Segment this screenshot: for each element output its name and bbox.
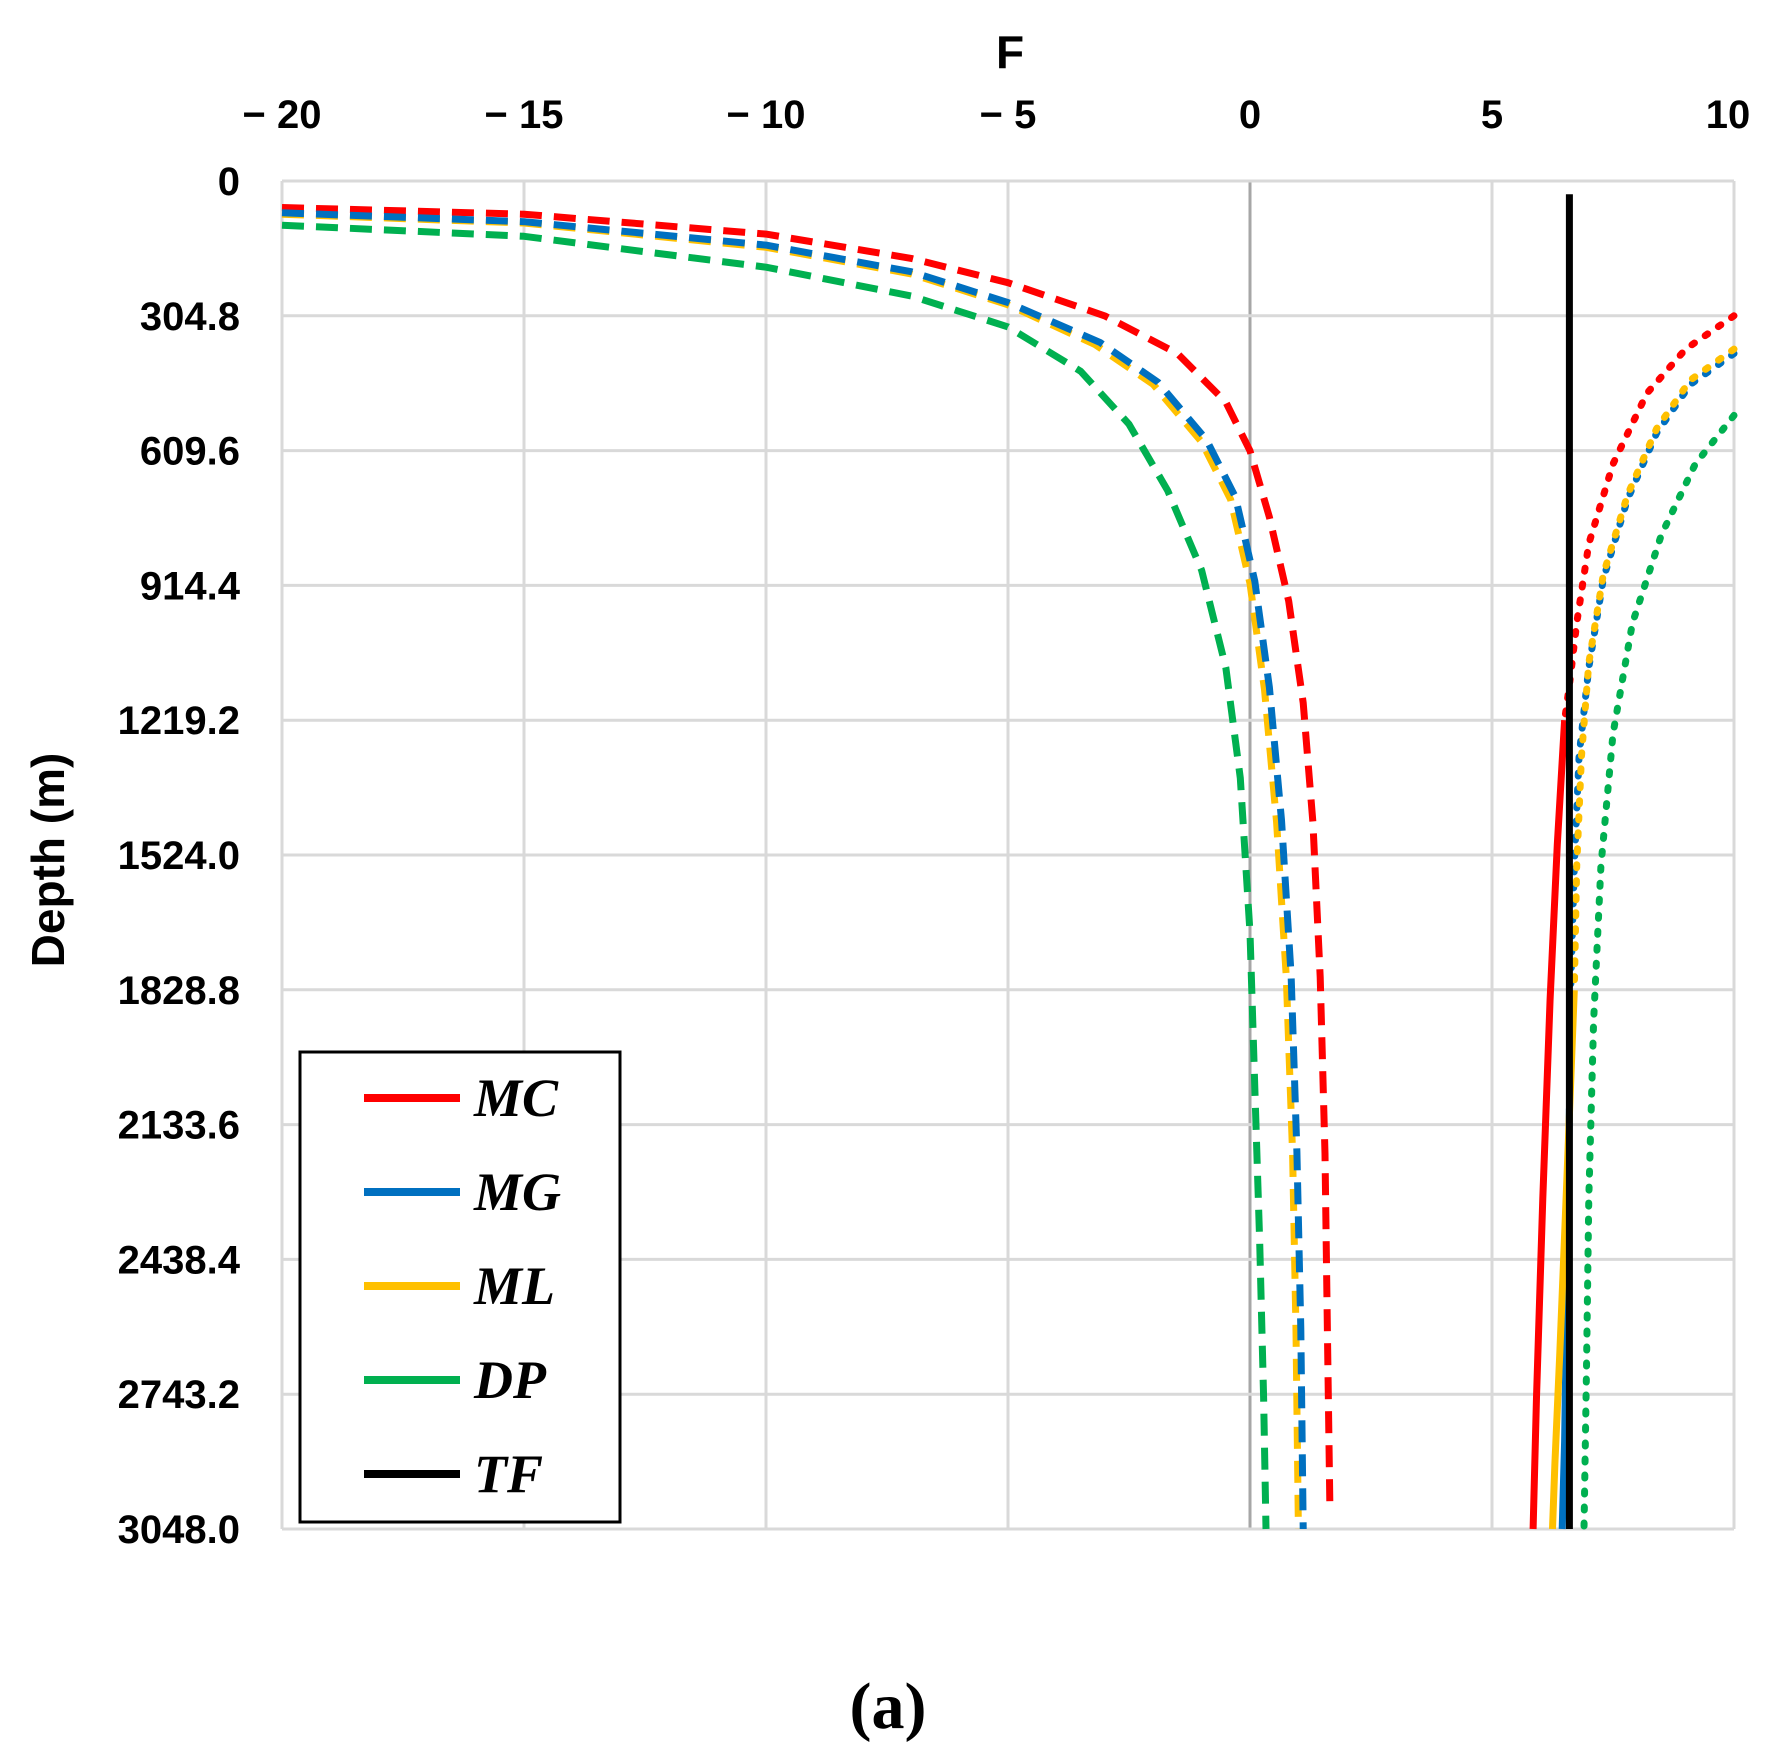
x-tick-labels: − 20 − 15 − 10 − 5 0 5 10 bbox=[243, 93, 1751, 137]
y-axis-title: Depth (m) bbox=[22, 753, 74, 968]
legend-label-dp: DP bbox=[473, 1350, 547, 1410]
y-tick-label: 2743.2 bbox=[118, 1373, 240, 1417]
series-ml-dotted-line bbox=[1570, 345, 1738, 994]
y-tick-label: 0 bbox=[218, 160, 240, 204]
series-mc-solid-line bbox=[1529, 719, 1569, 1530]
figure-caption: (a) bbox=[850, 1670, 927, 1743]
series-dp-dotted-line bbox=[1580, 411, 1738, 1533]
x-tick-label: − 5 bbox=[980, 93, 1037, 137]
x-tick-label: − 15 bbox=[485, 93, 564, 137]
y-tick-label: 914.4 bbox=[140, 564, 241, 608]
legend-label-ml: ML bbox=[473, 1256, 555, 1316]
x-tick-label: 5 bbox=[1481, 93, 1503, 137]
legend-label-mg: MG bbox=[473, 1162, 561, 1222]
x-tick-label: − 10 bbox=[727, 93, 806, 137]
x-axis-title: F bbox=[996, 26, 1024, 78]
series-mg-dashed-line bbox=[281, 209, 1307, 1530]
series-dp-dashed-line bbox=[281, 221, 1270, 1530]
y-tick-labels: 0 304.8 609.6 914.4 1219.2 1524.0 1828.8 2133.6… bbox=[118, 160, 241, 1552]
legend-label-mc: MC bbox=[473, 1068, 559, 1128]
y-tick-label: 2133.6 bbox=[118, 1104, 240, 1148]
y-tick-label: 304.8 bbox=[140, 295, 240, 339]
grid-lines bbox=[280, 179, 1736, 1531]
x-tick-label: 0 bbox=[1239, 93, 1261, 137]
y-tick-label: 1524.0 bbox=[118, 834, 240, 878]
series-mc-dashed-line bbox=[281, 204, 1334, 1508]
y-tick-label: 2438.4 bbox=[118, 1238, 241, 1282]
y-tick-label: 609.6 bbox=[140, 430, 240, 474]
legend: MC MG ML DP TF bbox=[298, 1050, 622, 1524]
x-tick-label: − 20 bbox=[243, 93, 322, 137]
y-tick-label: 1219.2 bbox=[118, 699, 240, 743]
series-mc-dotted-line bbox=[1561, 312, 1738, 724]
series-lines bbox=[281, 194, 1738, 1533]
y-tick-label: 3048.0 bbox=[118, 1508, 240, 1552]
legend-label-tf: TF bbox=[474, 1444, 543, 1504]
y-tick-label: 1828.8 bbox=[118, 969, 240, 1013]
x-tick-label: 10 bbox=[1706, 93, 1751, 137]
